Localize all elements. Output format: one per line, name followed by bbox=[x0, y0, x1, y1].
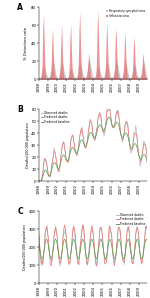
Text: C: C bbox=[17, 207, 23, 216]
Legend: Observed deaths, Predicted deaths, Predicted baseline: Observed deaths, Predicted deaths, Predi… bbox=[40, 111, 70, 124]
Text: A: A bbox=[17, 3, 23, 12]
Y-axis label: % Detection rate: % Detection rate bbox=[24, 27, 28, 60]
Legend: Respiratory syncytial virus, Influenza virus: Respiratory syncytial virus, Influenza v… bbox=[106, 9, 146, 18]
Text: B: B bbox=[17, 105, 23, 114]
Y-axis label: Deaths/100,000 population: Deaths/100,000 population bbox=[26, 122, 30, 168]
Legend: Observed deaths, Predicted deaths, Predicted baseline: Observed deaths, Predicted deaths, Predi… bbox=[116, 213, 146, 226]
Y-axis label: Deaths/100,000 population: Deaths/100,000 population bbox=[23, 224, 27, 270]
